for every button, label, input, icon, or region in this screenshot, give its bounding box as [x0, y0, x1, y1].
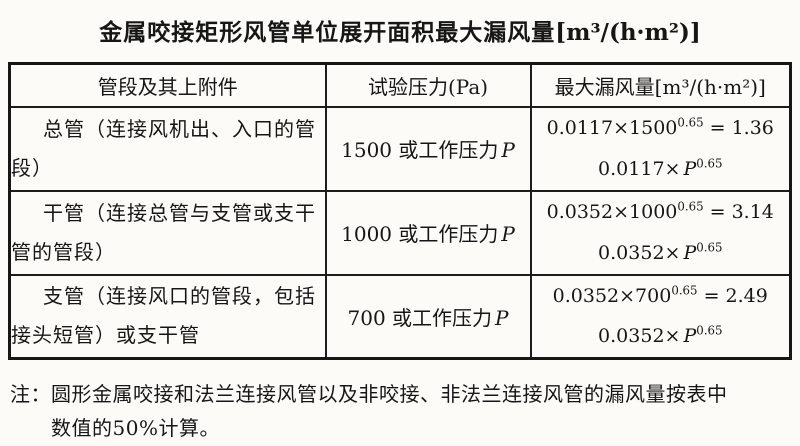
note-line-1: 圆形金属咬接和法兰连接风管以及非咬接、非法兰连接风管的漏风量按表中: [51, 382, 728, 407]
segment-cell: 干管（连接总管与支管或支干管的管段）: [8, 189, 327, 276]
page-title-unit: [m³/(h·m²)]: [555, 19, 701, 46]
formula-numeric: 0.0352×7000.65 = 2.49: [532, 276, 790, 317]
formula-result: = 1.36: [703, 116, 774, 139]
table-row: 支管（连接风口的管段，包括接头短管）或支干管 700 或工作压力 P 0.0352…: [8, 273, 792, 360]
table-row: 总管（连接风机出、入口的管段） 1500 或工作压力 P 0.0117×15000…: [8, 105, 792, 192]
header-row: 管段及其上附件 试验压力(Pa) 最大漏风量[m³/(h·m²)]: [8, 62, 792, 108]
page-title: 金属咬接矩形风管单位展开面积最大漏风量[m³/(h·m²)]: [0, 0, 800, 47]
table-note: 注： 圆形金属咬接和法兰连接风管以及非咬接、非法兰连接风管的漏风量按表中 数值的5…: [10, 378, 794, 445]
pressure-cell: 1000 或工作压力 P: [324, 189, 532, 276]
column-header-segment: 管段及其上附件: [8, 62, 327, 108]
pressure-cell: 1500 或工作压力 P: [324, 105, 532, 192]
formula-general-prefix: 0.0352×: [598, 241, 681, 264]
formula-cell: 0.0117×15000.65 = 1.36 0.0117× P0.65: [529, 105, 792, 192]
formula-numeric: 0.0352×10000.65 = 3.14: [532, 192, 790, 233]
formula-general-prefix: 0.0352×: [598, 325, 681, 348]
pressure-text: 1000 或工作压力: [341, 222, 499, 246]
formula-result: = 2.49: [697, 284, 768, 307]
formula-exponent: 0.65: [677, 115, 704, 130]
formula-cell: 0.0352×7000.65 = 2.49 0.0352× P0.65: [529, 273, 792, 360]
leakage-table: 管段及其上附件 试验压力(Pa) 最大漏风量[m³/(h·m²)] 总管（连接风…: [8, 62, 792, 361]
column-header-leakage: 最大漏风量[m³/(h·m²)]: [529, 62, 792, 108]
pressure-text: 1500 或工作压力: [341, 138, 499, 162]
note-line-2: 数值的50%计算。: [51, 415, 220, 440]
column-header-pressure: 试验压力(Pa): [324, 62, 532, 108]
formula-general-exponent: 0.65: [696, 324, 723, 339]
pressure-variable: P: [501, 138, 515, 162]
pressure-cell: 700 或工作压力 P: [324, 273, 532, 360]
pressure-variable: P: [495, 305, 509, 330]
formula-exponent: 0.65: [671, 283, 698, 298]
table-row: 干管（连接总管与支管或支干管的管段） 1000 或工作压力 P 0.0352×10…: [8, 189, 792, 276]
formula-cell: 0.0352×10000.65 = 3.14 0.0352× P0.65: [529, 189, 792, 276]
formula-exponent: 0.65: [677, 199, 704, 214]
pressure-text: 700 或工作压力: [347, 305, 493, 330]
formula-calc: 0.0117×1500: [546, 116, 678, 139]
note-label: 注：: [10, 382, 51, 407]
formula-general-exponent: 0.65: [696, 240, 723, 255]
pressure-variable: P: [501, 222, 515, 246]
segment-cell: 总管（连接风机出、入口的管段）: [8, 105, 327, 192]
formula-general: 0.0117× P0.65: [532, 149, 790, 190]
formula-general: 0.0352× P0.65: [532, 233, 790, 274]
formula-variable: P: [683, 241, 697, 264]
formula-variable: P: [683, 325, 697, 348]
formula-result: = 3.14: [703, 200, 774, 223]
formula-general-exponent: 0.65: [696, 156, 723, 171]
formula-variable: P: [683, 157, 697, 180]
segment-cell: 支管（连接风口的管段，包括接头短管）或支干管: [8, 273, 327, 360]
page-title-text: 金属咬接矩形风管单位展开面积最大漏风量: [99, 19, 556, 46]
formula-calc: 0.0352×700: [552, 284, 672, 307]
formula-numeric: 0.0117×15000.65 = 1.36: [532, 108, 790, 149]
note-text: 圆形金属咬接和法兰连接风管以及非咬接、非法兰连接风管的漏风量按表中 数值的50%计…: [51, 378, 794, 445]
formula-general: 0.0352× P0.65: [532, 316, 790, 357]
formula-general-prefix: 0.0117×: [598, 157, 681, 180]
formula-calc: 0.0352×1000: [546, 200, 678, 223]
